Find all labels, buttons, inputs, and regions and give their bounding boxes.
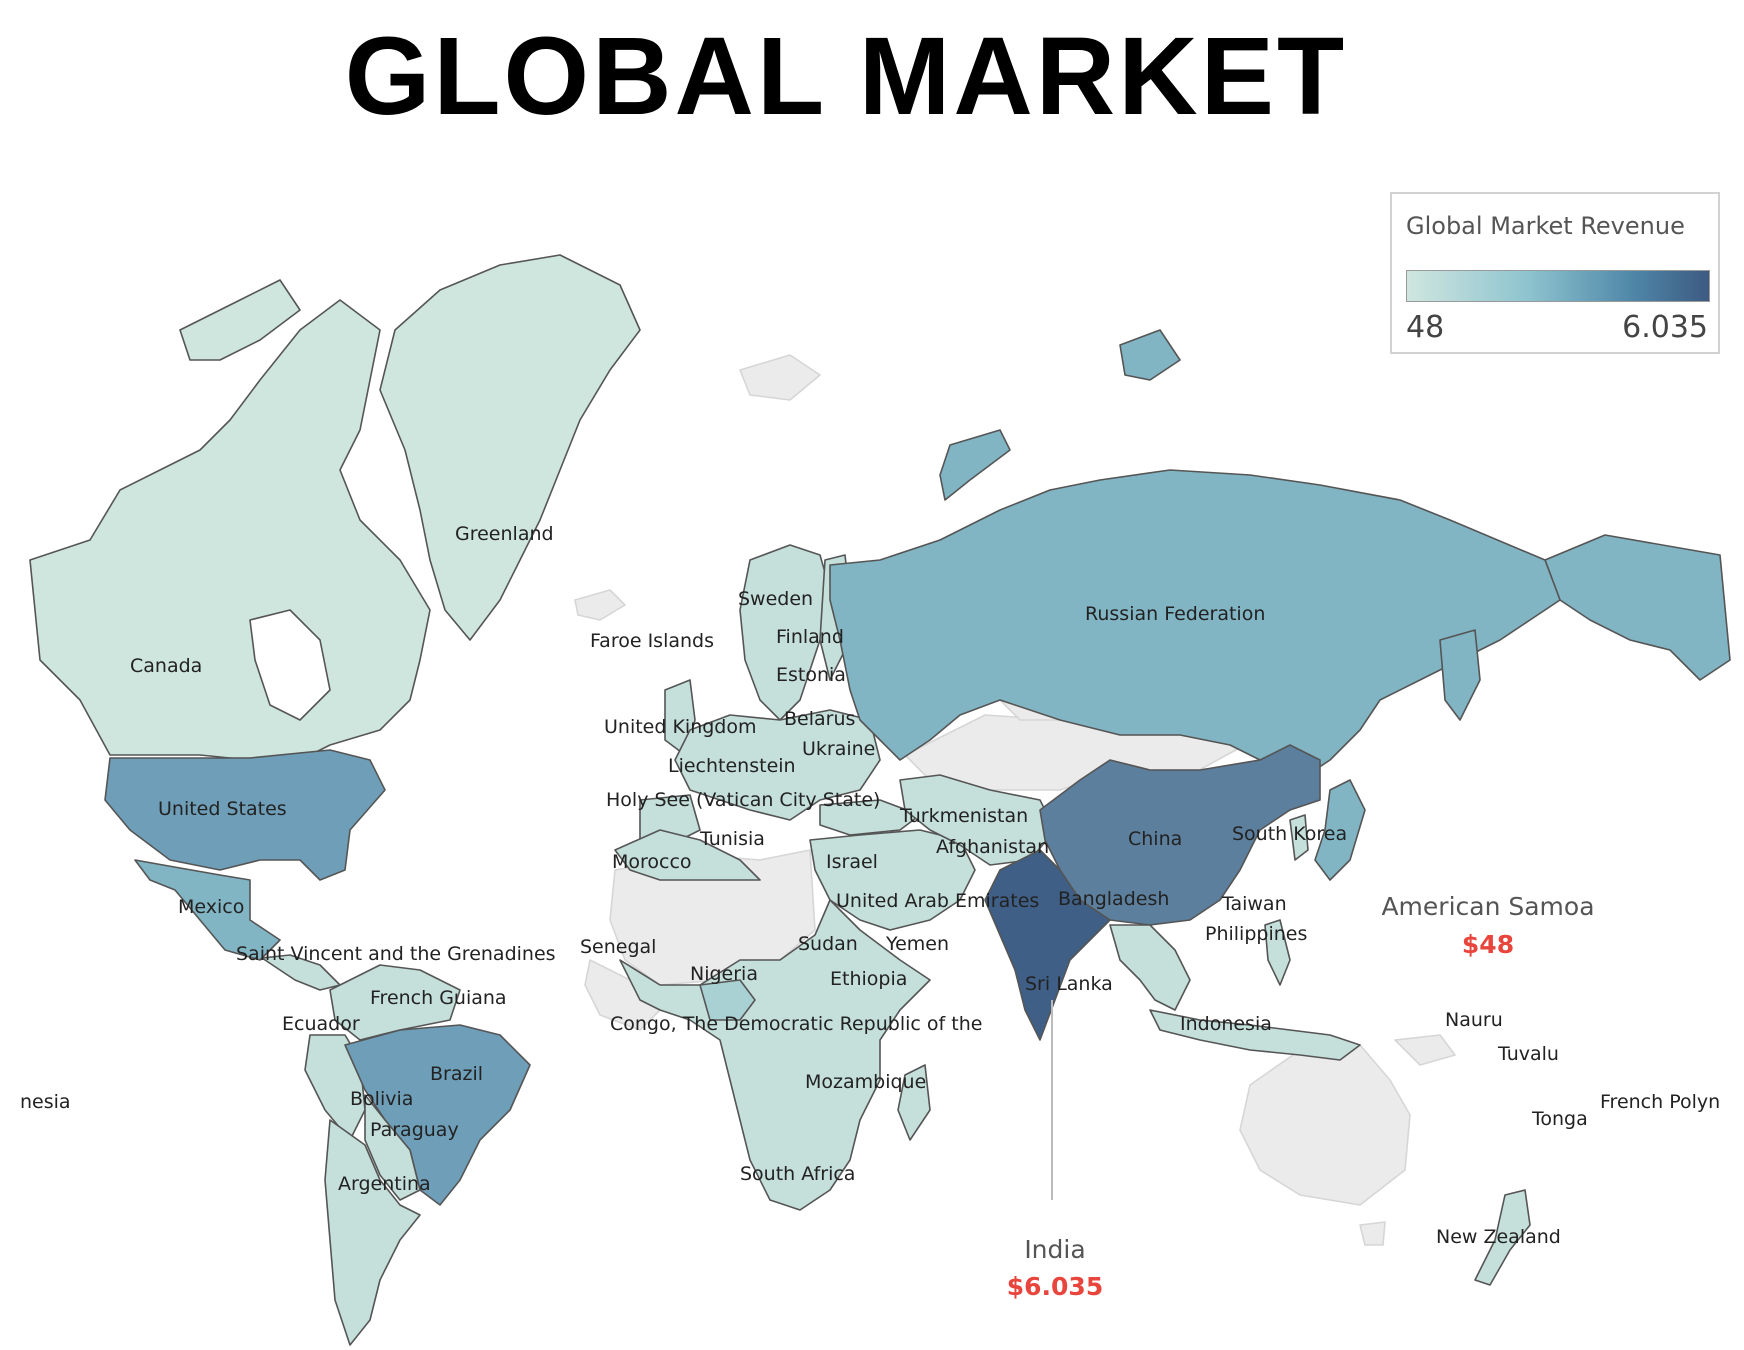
country-argentina-chile[interactable]	[324, 1119, 421, 1346]
color-legend: Global Market Revenue 48 6.035	[1390, 192, 1720, 354]
country-africa[interactable]	[619, 899, 931, 1211]
country-hudson-bay	[249, 609, 331, 721]
country-madagascar[interactable]	[897, 1064, 931, 1141]
india-value: $6.035	[1007, 1272, 1103, 1301]
country-ecuador-peru[interactable]	[304, 1034, 366, 1141]
country-korea[interactable]	[1289, 814, 1309, 861]
label-uae: United Arab Emirates	[836, 890, 1039, 912]
label-ethiopia: Ethiopia	[830, 968, 907, 990]
label-taiwan: Taiwan	[1221, 893, 1287, 915]
label-south-korea: South Korea	[1232, 823, 1347, 845]
label-saint-vincent: Saint Vincent and the Grenadines	[236, 943, 556, 965]
label-belarus: Belarus	[784, 708, 855, 730]
legend-gradient-bar	[1406, 270, 1710, 302]
label-united-states: United States	[158, 798, 287, 820]
country-canada-islands[interactable]	[179, 279, 301, 361]
india-name: India	[1024, 1235, 1085, 1264]
label-bangladesh: Bangladesh	[1058, 888, 1169, 910]
country-colombia-venezuela[interactable]	[329, 964, 461, 1041]
country-europe[interactable]	[674, 709, 881, 821]
label-finland: Finland	[776, 626, 844, 648]
american-samoa-value: $48	[1462, 930, 1514, 959]
label-estonia: Estonia	[776, 664, 846, 686]
american-samoa-name: American Samoa	[1381, 892, 1594, 921]
label-french-polyn: French Polyn	[1600, 1091, 1720, 1113]
legend-max-label: 6.035	[1622, 310, 1708, 345]
label-ukraine: Ukraine	[802, 738, 875, 760]
label-congo: Congo, The Democratic Republic of the	[610, 1013, 982, 1035]
label-tunisia: Tunisia	[699, 828, 765, 850]
label-afghanistan: Afghanistan	[936, 836, 1049, 858]
label-canada: Canada	[130, 655, 202, 677]
india-callout: India $6.035	[1007, 1235, 1103, 1301]
american-samoa-callout: American Samoa $48	[1381, 892, 1594, 959]
country-alaska[interactable]	[1544, 534, 1731, 681]
country-united-states[interactable]	[104, 749, 386, 881]
page-title: GLOBAL MARKET	[344, 15, 1348, 138]
label-faroe-islands: Faroe Islands	[590, 630, 714, 652]
label-nauru: Nauru	[1445, 1009, 1503, 1031]
label-bolivia: Bolivia	[350, 1088, 413, 1110]
country-southeast-asia[interactable]	[1109, 924, 1191, 1011]
label-tonga: Tonga	[1531, 1108, 1588, 1130]
label-yemen: Yemen	[885, 933, 949, 955]
country-svalbard[interactable]	[739, 354, 821, 401]
country-nigeria[interactable]	[699, 979, 756, 1021]
country-png[interactable]	[1394, 1034, 1456, 1066]
country-novaya-zemlya[interactable]	[939, 429, 1011, 501]
world-map[interactable]: Greenland Canada United States Mexico Sa…	[0, 150, 1744, 1350]
label-turkmenistan: Turkmenistan	[899, 805, 1028, 827]
label-indonesia: Indonesia	[1180, 1013, 1272, 1035]
country-australia[interactable]	[1239, 1044, 1411, 1206]
country-canada[interactable]	[29, 299, 431, 761]
label-russian-federation: Russian Federation	[1085, 603, 1265, 625]
label-united-kingdom: United Kingdom	[604, 716, 757, 738]
country-iceland[interactable]	[574, 589, 626, 621]
label-south-africa: South Africa	[740, 1163, 855, 1185]
country-india[interactable]	[984, 849, 1111, 1041]
data-regions	[29, 254, 1731, 1346]
label-greenland: Greenland	[455, 523, 554, 545]
country-north-africa[interactable]	[614, 829, 761, 881]
country-kamchatka[interactable]	[1439, 629, 1481, 721]
label-morocco: Morocco	[612, 851, 692, 873]
country-new-zealand[interactable]	[1474, 1189, 1531, 1286]
label-mozambique: Mozambique	[805, 1071, 926, 1093]
country-russian-federation[interactable]	[829, 469, 1561, 781]
country-labels: Greenland Canada United States Mexico Sa…	[20, 523, 1720, 1248]
label-ecuador: Ecuador	[282, 1013, 360, 1035]
country-scandinavia[interactable]	[739, 544, 831, 721]
label-new-zealand: New Zealand	[1436, 1226, 1561, 1248]
label-paraguay: Paraguay	[370, 1119, 459, 1141]
country-indonesia[interactable]	[1149, 1009, 1361, 1061]
country-greenland[interactable]	[379, 254, 641, 641]
label-sudan: Sudan	[798, 933, 858, 955]
label-china: China	[1128, 828, 1182, 850]
legend-title: Global Market Revenue	[1406, 212, 1685, 240]
country-mexico[interactable]	[134, 859, 281, 961]
label-mexico: Mexico	[178, 896, 244, 918]
label-sri-lanka: Sri Lanka	[1025, 973, 1113, 995]
label-french-guiana: French Guiana	[370, 987, 507, 1009]
label-nigeria: Nigeria	[690, 963, 758, 985]
country-turkey[interactable]	[819, 799, 921, 836]
country-russia-islands[interactable]	[1119, 329, 1181, 381]
country-bolivia-paraguay[interactable]	[364, 1094, 421, 1201]
no-data-regions	[574, 354, 1456, 1246]
country-middle-east[interactable]	[809, 829, 976, 931]
label-senegal: Senegal	[580, 936, 656, 958]
label-nesia: nesia	[20, 1091, 71, 1113]
label-brazil: Brazil	[430, 1063, 483, 1085]
legend-min-label: 48	[1406, 310, 1445, 345]
label-philippines: Philippines	[1205, 923, 1307, 945]
label-argentina: Argentina	[338, 1173, 431, 1195]
label-israel: Israel	[826, 851, 878, 873]
country-japan[interactable]	[1314, 779, 1366, 881]
country-tasmania[interactable]	[1359, 1221, 1386, 1246]
label-sweden: Sweden	[738, 588, 813, 610]
label-tuvalu: Tuvalu	[1497, 1043, 1559, 1065]
label-liechtenstein: Liechtenstein	[668, 755, 796, 777]
country-philippines[interactable]	[1264, 919, 1291, 986]
label-holy-see: Holy See (Vatican City State)	[606, 789, 880, 811]
